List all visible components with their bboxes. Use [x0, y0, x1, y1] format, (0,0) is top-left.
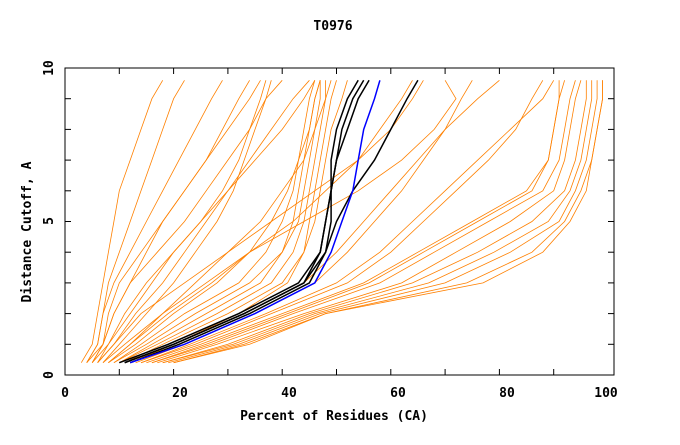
chart-title: T0976 [313, 19, 352, 34]
model-curve [140, 80, 555, 364]
x-tick-label: 0 [61, 386, 69, 401]
model-curve [80, 80, 164, 363]
axis-ticks [65, 68, 614, 375]
x-tick-label: 80 [499, 386, 515, 401]
model-curve [97, 80, 310, 363]
model-curve [146, 80, 565, 364]
highlight-curve [124, 79, 365, 364]
model-curve [102, 80, 272, 363]
x-tick-label: 40 [281, 386, 297, 401]
highlight-curve [124, 79, 419, 364]
highlight-curve [129, 79, 370, 364]
y-axis-label: Distance Cutoff, A [20, 161, 35, 302]
model-curve [162, 80, 593, 364]
model-curve [91, 80, 316, 363]
reference-curve [129, 80, 381, 364]
model-curve [151, 80, 560, 364]
model-curve [119, 80, 321, 364]
y-tick-label: 10 [42, 60, 57, 76]
x-tick-label: 20 [172, 386, 188, 401]
y-tick-label: 5 [42, 217, 57, 225]
model-curve [86, 80, 223, 363]
model-curve [86, 80, 261, 363]
model-curve [102, 80, 457, 364]
model-curve [151, 80, 576, 364]
model-curve [86, 80, 185, 363]
model-curve [113, 80, 321, 364]
curves-layer [80, 79, 603, 364]
model-curve [97, 80, 424, 363]
model-curve [108, 80, 413, 364]
model-curve [157, 80, 582, 364]
model-curve [113, 80, 316, 364]
model-curve [173, 80, 603, 364]
model-curve [168, 80, 598, 364]
model-curve [108, 80, 332, 364]
model-curve [91, 80, 250, 363]
model-curve [162, 80, 587, 364]
model-curve [124, 80, 337, 364]
x-tick-label: 60 [390, 386, 406, 401]
x-axis-label: Percent of Residues (CA) [240, 409, 428, 424]
x-tick-label: 100 [594, 386, 618, 401]
y-tick-label: 0 [42, 371, 57, 379]
